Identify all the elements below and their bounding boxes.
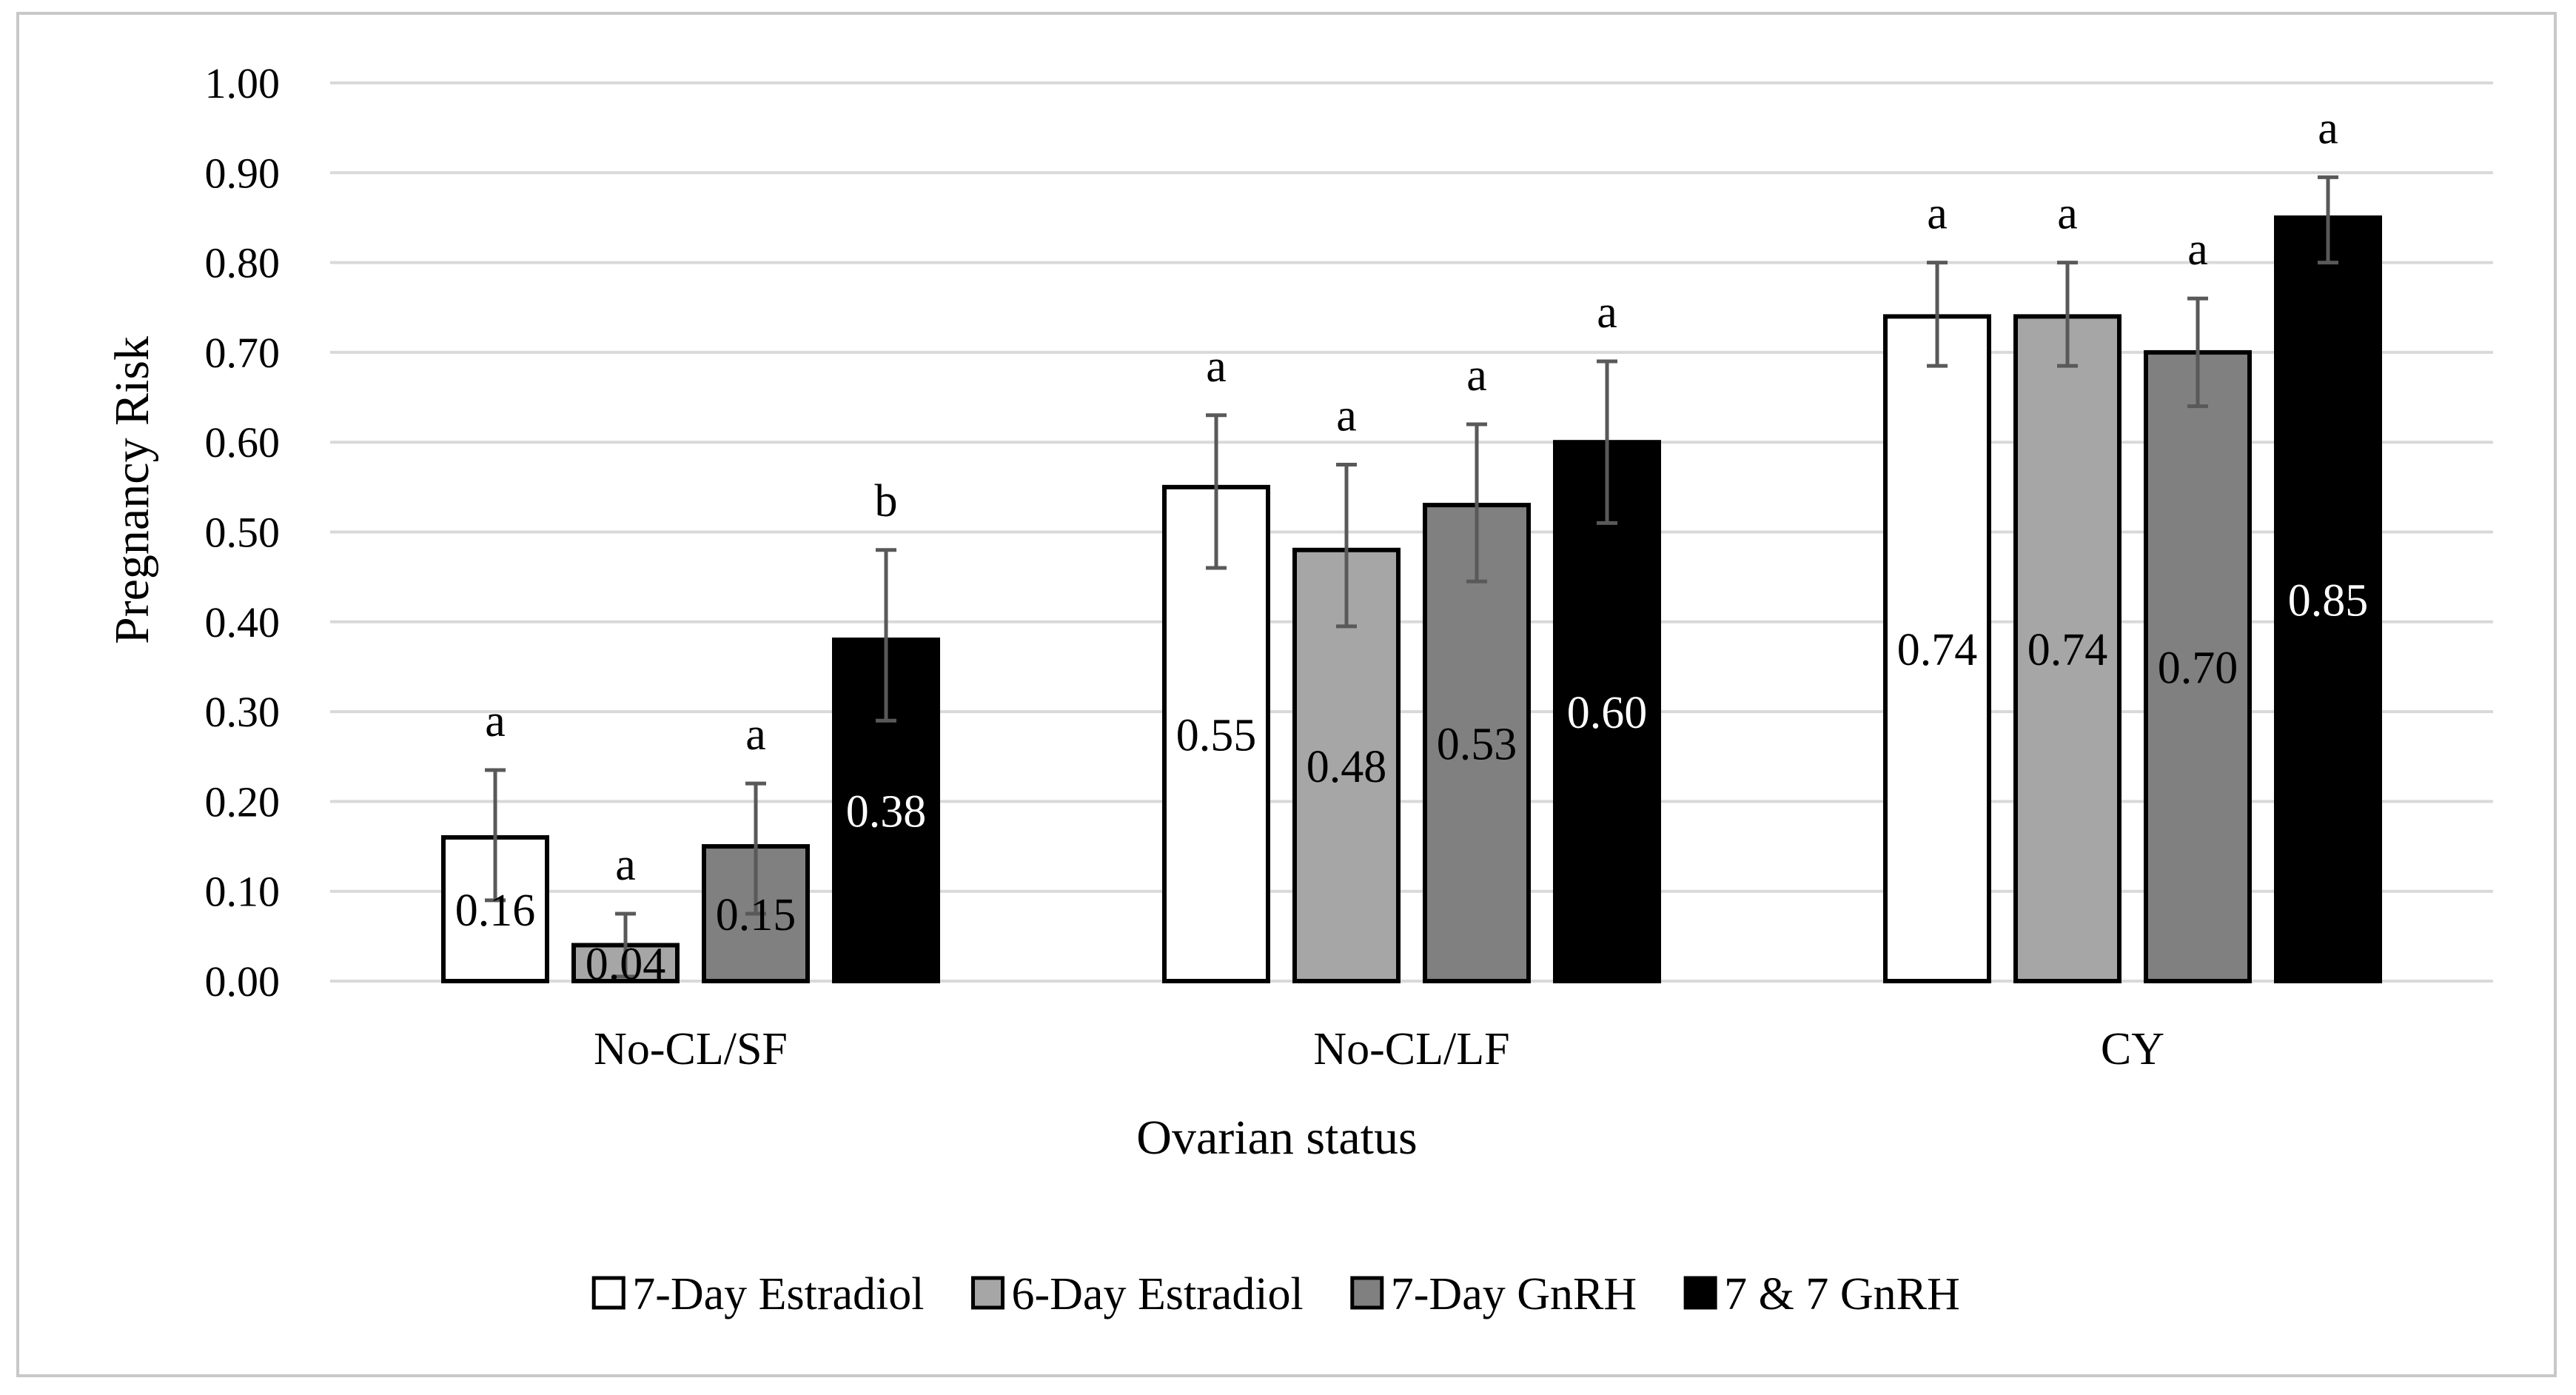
y-tick-label: 0.90 <box>205 149 281 197</box>
significance-letter: b <box>875 476 898 526</box>
y-tick-label: 0.40 <box>205 598 281 646</box>
error-bars <box>485 175 2338 979</box>
x-tick-label: CY <box>2101 1024 2164 1074</box>
error-bar <box>2187 296 2208 409</box>
bar <box>2144 349 2252 983</box>
data-label: 0.38 <box>846 787 927 837</box>
error-bar <box>2318 175 2338 265</box>
significance-letters: a a a b a a a a a a a a <box>485 103 2338 890</box>
gridlines <box>330 81 2493 983</box>
x-axis-ticks: No-CL/SF No-CL/LF CY <box>594 1024 2164 1074</box>
legend-swatch <box>591 1276 625 1310</box>
error-bar <box>876 548 896 723</box>
error-bar <box>745 781 766 916</box>
error-bar <box>485 768 506 903</box>
error-bar <box>2057 261 2078 368</box>
legend-item: 7-Day Estradiol <box>591 1269 925 1319</box>
data-label: 0.48 <box>1307 742 1387 792</box>
legend-swatch <box>1683 1276 1717 1310</box>
data-label: 0.16 <box>455 886 536 936</box>
value-labels: 0.16 0.04 0.15 0.38 0.55 0.48 0.53 0.60 0.74 0.74… <box>455 575 2369 989</box>
significance-letter: a <box>1927 189 1948 239</box>
error-bar <box>1466 422 1487 583</box>
y-axis-ticks: 0.00 0.10 0.20 0.30 0.40 0.50 0.60 0.70 0.80 0.90… <box>205 59 281 1006</box>
legend-item: 6-Day Estradiol <box>971 1269 1304 1319</box>
data-label: 0.74 <box>1897 625 1978 675</box>
error-bar <box>1927 261 1948 368</box>
y-tick-label: 0.00 <box>205 957 281 1006</box>
y-tick-label: 1.00 <box>205 59 281 107</box>
data-label: 0.70 <box>2158 643 2238 693</box>
legend-swatch <box>1350 1276 1384 1310</box>
legend-item: 7-Day GnRH <box>1350 1269 1637 1319</box>
significance-letter: a <box>1597 287 1617 338</box>
error-bar <box>615 911 636 979</box>
legend-label: 6-Day Estradiol <box>1012 1269 1304 1319</box>
legend-label: 7-Day GnRH <box>1391 1269 1637 1319</box>
x-tick-label: No-CL/LF <box>1313 1024 1509 1074</box>
data-label: 0.85 <box>2288 575 2369 626</box>
significance-letter: a <box>485 696 506 746</box>
error-bar <box>1597 359 1617 525</box>
y-tick-label: 0.20 <box>205 777 281 826</box>
bar <box>1883 314 1991 983</box>
data-label: 0.53 <box>1437 720 1517 770</box>
bar <box>2274 215 2382 984</box>
y-tick-label: 0.70 <box>205 329 281 377</box>
y-tick-label: 0.60 <box>205 418 281 466</box>
significance-letter: a <box>615 840 636 890</box>
y-axis-title: Pregnancy Risk <box>105 336 159 644</box>
significance-letter: a <box>745 709 766 760</box>
legend: 7-Day Estradiol 6-Day Estradiol 7-Day GnRH… <box>591 1269 1960 1319</box>
error-bar <box>1206 413 1227 570</box>
x-tick-label: No-CL/SF <box>594 1024 788 1074</box>
significance-letter: a <box>1206 341 1227 392</box>
data-label: 0.55 <box>1176 710 1257 760</box>
significance-letter: a <box>2057 189 2078 239</box>
data-label: 0.60 <box>1567 688 1648 738</box>
legend-item: 7 & 7 GnRH <box>1683 1269 1960 1319</box>
significance-letter: a <box>2318 103 2338 153</box>
legend-label: 7 & 7 GnRH <box>1724 1269 1960 1319</box>
bars <box>441 215 2382 984</box>
chart-frame <box>16 12 2557 1377</box>
significance-letter: a <box>1336 391 1357 441</box>
error-bar <box>1336 463 1357 629</box>
data-label: 0.74 <box>2027 625 2108 675</box>
legend-swatch <box>971 1276 1005 1310</box>
significance-letter: a <box>2187 224 2208 275</box>
y-tick-label: 0.80 <box>205 239 281 287</box>
bar <box>2013 314 2121 983</box>
x-axis-title: Ovarian status <box>1136 1111 1417 1165</box>
y-tick-label: 0.30 <box>205 688 281 736</box>
data-label: 0.04 <box>586 940 666 990</box>
y-tick-label: 0.10 <box>205 868 281 916</box>
significance-letter: a <box>1466 350 1487 401</box>
y-tick-label: 0.50 <box>205 509 281 557</box>
data-label: 0.15 <box>716 890 796 940</box>
legend-label: 7-Day Estradiol <box>632 1269 924 1319</box>
